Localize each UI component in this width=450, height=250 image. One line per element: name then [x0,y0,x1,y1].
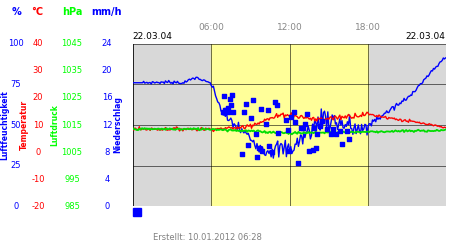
Point [345,137,352,141]
Text: 40: 40 [33,39,43,48]
Point [339,142,346,146]
Text: °C: °C [31,7,43,17]
Point [324,127,331,131]
Text: 24: 24 [102,39,112,48]
Text: Luftdruck: Luftdruck [50,104,59,146]
Text: 75: 75 [11,80,21,89]
Text: 0: 0 [14,202,18,211]
Point [220,110,227,114]
Text: 4: 4 [104,175,110,184]
Text: %: % [11,7,21,17]
Point [241,110,248,114]
Point [222,108,229,112]
Point [303,112,310,116]
Text: 50: 50 [11,120,21,130]
Point [344,129,351,133]
Point [327,132,334,136]
Point [310,126,317,130]
Point [220,94,227,98]
Point [300,126,307,130]
Point [229,93,236,97]
Point [238,152,245,156]
Point [283,118,290,122]
Text: 22.03.04: 22.03.04 [133,32,173,41]
Text: 25: 25 [11,161,21,170]
Text: 16: 16 [102,94,112,102]
Point [252,132,259,136]
Point [333,132,340,136]
Point [284,128,291,132]
Text: Niederschlag: Niederschlag [113,96,122,154]
Text: -20: -20 [31,202,45,211]
Text: hPa: hPa [62,7,82,17]
Text: 12: 12 [102,120,112,130]
Text: 06:00: 06:00 [198,23,224,32]
Point [242,102,249,106]
Point [309,148,316,152]
Text: 985: 985 [64,202,80,211]
Text: 1005: 1005 [62,148,82,156]
Point [262,122,270,126]
Point [259,149,266,153]
Point [274,103,281,107]
Point [222,108,230,112]
Point [226,97,233,101]
Point [313,132,320,136]
Point [256,146,263,150]
Point [290,110,297,114]
Point [274,131,281,135]
Text: 0: 0 [104,202,110,211]
Text: 1035: 1035 [62,66,82,75]
Point [271,100,279,104]
Point [227,104,234,108]
Text: Erstellt: 10.01.2012 06:28: Erstellt: 10.01.2012 06:28 [153,233,261,242]
Point [249,98,256,102]
Point [337,129,344,133]
Text: 8: 8 [104,148,110,156]
Point [302,122,309,126]
Text: 20: 20 [102,66,112,75]
Point [264,108,271,112]
Point [245,143,252,147]
Bar [133,208,141,216]
Text: 18:00: 18:00 [355,23,381,32]
Bar [211,44,368,206]
Text: Luftfeuchtigkeit: Luftfeuchtigkeit [0,90,9,160]
Text: 22.03.04: 22.03.04 [405,32,446,41]
Point [313,146,320,150]
Point [266,144,273,148]
Point [317,124,324,128]
Text: 100: 100 [8,39,24,48]
Text: 10: 10 [33,120,43,130]
Text: 1015: 1015 [62,120,82,130]
Point [292,120,299,124]
Text: 995: 995 [64,175,80,184]
Text: 0: 0 [36,148,40,156]
Point [306,149,313,153]
Text: 1025: 1025 [62,94,82,102]
Point [253,156,261,160]
Point [257,107,264,111]
Text: 30: 30 [33,66,43,75]
Point [225,106,232,110]
Point [287,115,294,119]
Point [224,110,231,114]
Text: -10: -10 [31,175,45,184]
Text: Temperatur: Temperatur [19,100,28,150]
Point [330,127,337,131]
Point [247,116,254,120]
Text: 12:00: 12:00 [277,23,302,32]
Point [297,126,305,130]
Text: 1045: 1045 [62,39,82,48]
Point [286,149,293,153]
Point [269,150,276,154]
Text: 20: 20 [33,94,43,102]
Point [318,119,325,123]
Point [295,161,302,165]
Text: mm/h: mm/h [92,7,122,17]
Point [229,110,236,114]
